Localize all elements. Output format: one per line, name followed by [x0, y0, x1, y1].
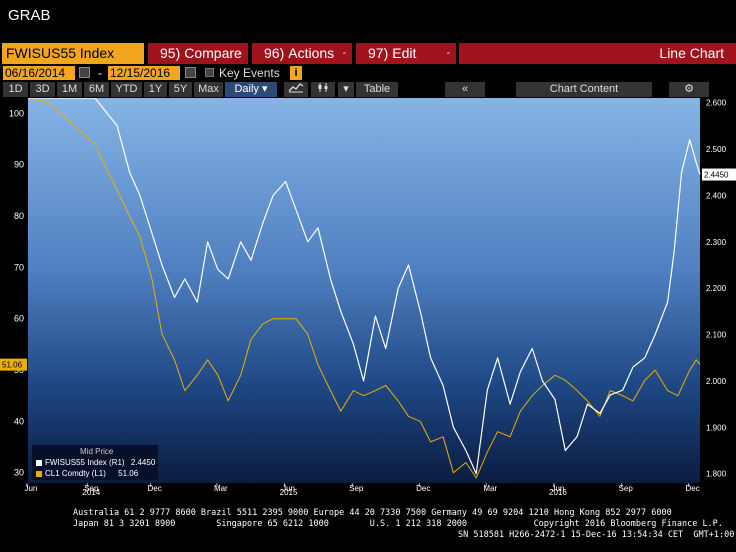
compare-label: Compare	[184, 45, 242, 61]
chevron-down-icon[interactable]: ▾	[338, 82, 354, 97]
x-axis-month-label: Mar	[214, 484, 228, 493]
x-axis-month-label: Dec	[416, 484, 430, 493]
command-bar: FWISUS55 Index 95) Compare - 96) Actions -…	[0, 43, 736, 64]
x-axis-month-label: Jun	[551, 484, 564, 493]
x-axis-month-label: Sep	[84, 484, 99, 493]
right-axis-tick-label: 2.200	[706, 284, 727, 293]
frequency-dropdown[interactable]: Daily ▾	[225, 82, 277, 97]
legend-entry: FWISUS55 Index (R1) 2.4450	[36, 458, 155, 467]
right-last-value-label: 2.4450	[704, 171, 729, 180]
footer-contacts-line: Australia 61 2 9777 8600 Brazil 5511 239…	[73, 508, 672, 518]
left-axis-tick-label: 40	[14, 416, 24, 426]
series-line-fwisus55	[28, 98, 701, 475]
left-axis-tick-label: 100	[9, 108, 24, 118]
range-max-button[interactable]: Max	[194, 82, 223, 97]
legend-label: FWISUS55 Index (R1)	[45, 458, 125, 467]
footer: Australia 61 2 9777 8600 Brazil 5511 239…	[0, 505, 736, 552]
x-axis-year-label: 2016	[549, 488, 567, 496]
right-axis-tick-label: 2.600	[706, 99, 727, 108]
start-date-field[interactable]: 06/16/2014	[3, 66, 75, 80]
actions-label: Actions	[288, 45, 335, 61]
info-icon[interactable]: i	[290, 66, 302, 80]
left-axis-tick-label: 60	[14, 314, 24, 324]
footer-contacts-line: Japan 81 3 3201 8900 Singapore 65 6212 1…	[73, 519, 723, 529]
range-5y-button[interactable]: 5Y	[169, 82, 192, 97]
legend-swatch	[36, 470, 42, 477]
legend-swatch	[36, 459, 42, 466]
chart-content-button[interactable]: Chart Content	[516, 82, 652, 97]
calendar-icon[interactable]	[79, 67, 90, 78]
legend-entry: CL1 Comdty (L1) 51.06	[36, 469, 138, 478]
range-6m-button[interactable]: 6M	[84, 82, 109, 97]
chart-legend: Mid Price FWISUS55 Index (R1) 2.4450 CL1…	[32, 445, 158, 480]
table-button[interactable]: Table	[356, 82, 398, 97]
candlestick-icon[interactable]	[311, 82, 335, 97]
legend-value: 51.06	[118, 469, 139, 478]
plot-area	[28, 98, 700, 483]
left-axis-tick-label: 80	[14, 211, 24, 221]
date-separator: -	[98, 66, 102, 80]
end-date-field[interactable]: 12/15/2016	[108, 66, 180, 80]
range-3d-button[interactable]: 3D	[30, 82, 55, 97]
left-axis-tick-label: 90	[14, 160, 24, 170]
window-title: GRAB	[8, 7, 51, 24]
right-axis-tick-label: 1.800	[706, 470, 727, 479]
line-chart-icon[interactable]	[284, 82, 308, 97]
date-range-bar: 06/16/2014 - 12/15/2016 Key Events i	[0, 65, 736, 81]
actions-number: 96)	[264, 45, 285, 61]
chart-type-label[interactable]: Line Chart	[459, 43, 736, 64]
x-axis-year-label: 2014	[82, 488, 100, 496]
edit-number: 97)	[368, 45, 389, 61]
right-last-value-tag	[702, 168, 736, 181]
legend-title: Mid Price	[80, 447, 114, 456]
legend-value: 2.4450	[130, 458, 156, 467]
right-axis-tick-label: 2.500	[706, 145, 727, 154]
chevron-down-icon: -	[342, 48, 346, 59]
chevron-down-icon: -	[446, 48, 450, 59]
x-axis-month-label: Dec	[686, 484, 700, 493]
calendar-icon[interactable]	[185, 67, 196, 78]
left-last-value-label: 51.06	[2, 361, 23, 370]
x-axis-month-label: Mar	[483, 484, 497, 493]
window-titlebar: GRAB	[0, 0, 736, 40]
compare-menu-button[interactable]: 95) Compare -	[148, 43, 248, 64]
edit-label: Edit	[392, 45, 417, 61]
right-axis-tick-label: 1.900	[706, 423, 727, 432]
footer-timestamp: SN 518581 H266-2472-1 15-Dec-16 13:54:34…	[458, 530, 735, 540]
key-events-checkbox[interactable]	[205, 68, 214, 77]
x-axis-year-label: 2015	[280, 488, 298, 496]
x-axis-month-label: Sep	[349, 484, 364, 493]
legend-label: CL1 Comdty (L1)	[45, 469, 106, 478]
range-1y-button[interactable]: 1Y	[144, 82, 167, 97]
edit-menu-button[interactable]: 97) Edit -	[356, 43, 456, 64]
range-ytd-button[interactable]: YTD	[111, 82, 142, 97]
range-toolbar: 1D 3D 1M 6M YTD 1Y 5Y Max Daily ▾ ▾ Tabl…	[0, 81, 736, 98]
actions-menu-button[interactable]: 96) Actions -	[252, 43, 352, 64]
right-axis-tick-label: 2.000	[706, 377, 727, 386]
x-axis-month-label: Jun	[282, 484, 295, 493]
left-last-value-tag	[0, 358, 27, 371]
frequency-label: Daily	[234, 83, 259, 95]
compare-number: 95)	[160, 45, 181, 61]
x-axis-month-label: Dec	[147, 484, 161, 493]
x-axis-month-label: Sep	[619, 484, 634, 493]
gear-icon[interactable]: ⚙	[669, 82, 709, 97]
range-1d-button[interactable]: 1D	[3, 82, 28, 97]
line-chart[interactable]: 304050607080901001.8001.9002.0002.1002.2…	[0, 98, 736, 496]
left-axis-tick-label: 70	[14, 262, 24, 272]
right-axis-tick-label: 2.400	[706, 191, 727, 200]
chevron-down-icon: ▾	[261, 83, 268, 95]
right-axis-tick-label: 2.100	[706, 331, 727, 340]
left-axis-tick-label: 30	[14, 468, 24, 478]
range-1m-button[interactable]: 1M	[57, 82, 82, 97]
chevron-down-icon: -	[238, 48, 242, 59]
right-axis-tick-label: 2.300	[706, 238, 727, 247]
x-axis-month-label: Jun	[24, 484, 37, 493]
collapse-left-icon[interactable]: «	[445, 82, 485, 97]
ticker-input[interactable]: FWISUS55 Index	[2, 43, 144, 64]
key-events-label: Key Events	[219, 66, 280, 80]
